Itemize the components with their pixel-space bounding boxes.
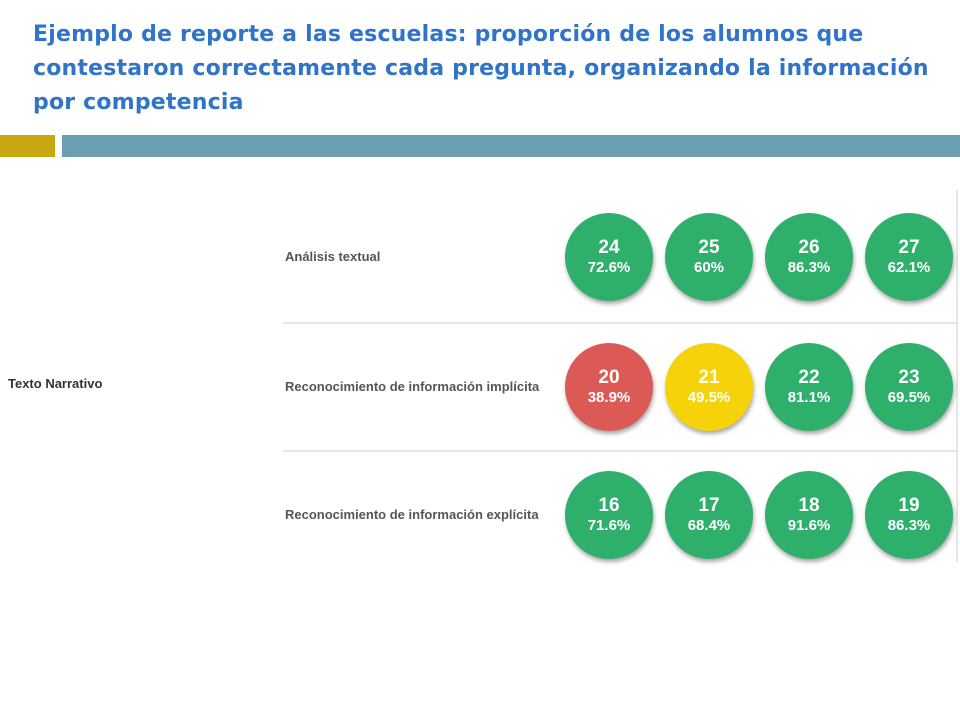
competency-row: Reconocimiento de información explícita …: [283, 450, 956, 578]
accent-bar-blue: [62, 135, 960, 157]
slide-title: Ejemplo de reporte a las escuelas: propo…: [33, 22, 929, 115]
question-result: 18 91.6%: [765, 471, 853, 559]
question-percent: 60%: [693, 259, 725, 276]
competency-row: Reconocimiento de información implícita …: [283, 322, 956, 450]
question-result: 21 49.5%: [665, 343, 753, 431]
question-number: 18: [798, 495, 820, 516]
question-number: 26: [798, 237, 820, 258]
question-number: 19: [898, 495, 920, 516]
question-number: 16: [598, 495, 620, 516]
question-result: 22 81.1%: [765, 343, 853, 431]
question-percent: 86.3%: [887, 517, 931, 534]
question-percent: 72.6%: [587, 259, 631, 276]
question-percent: 38.9%: [587, 389, 631, 406]
question-number: 20: [598, 367, 620, 388]
question-result: 27 62.1%: [865, 213, 953, 301]
question-number: 27: [898, 237, 920, 258]
question-number: 24: [598, 237, 620, 258]
question-number: 25: [698, 237, 720, 258]
question-percent: 81.1%: [787, 389, 831, 406]
accent-bar-gold: [0, 135, 55, 157]
question-percent: 71.6%: [587, 517, 631, 534]
question-result: 16 71.6%: [565, 471, 653, 559]
category-label: Texto Narrativo: [8, 376, 103, 391]
question-percent: 91.6%: [787, 517, 831, 534]
report-divider: [956, 190, 958, 562]
question-percent: 86.3%: [787, 259, 831, 276]
competency-row: Análisis textual 24 72.6% 25 60% 26 86.3…: [283, 194, 956, 320]
question-result: 23 69.5%: [865, 343, 953, 431]
question-result: 26 86.3%: [765, 213, 853, 301]
question-percent: 49.5%: [687, 389, 731, 406]
question-number: 21: [698, 367, 720, 388]
competency-report: Texto Narrativo Análisis textual 24 72.6…: [0, 190, 960, 562]
competency-label: Reconocimiento de información implícita: [285, 379, 540, 394]
question-result: 20 38.9%: [565, 343, 653, 431]
question-result: 25 60%: [665, 213, 753, 301]
question-result: 19 86.3%: [865, 471, 953, 559]
question-number: 22: [798, 367, 820, 388]
question-percent: 68.4%: [687, 517, 731, 534]
question-percent: 62.1%: [887, 259, 931, 276]
question-number: 17: [698, 495, 720, 516]
question-number: 23: [898, 367, 920, 388]
question-result: 17 68.4%: [665, 471, 753, 559]
competency-label: Análisis textual: [285, 249, 381, 264]
competency-label: Reconocimiento de información explícita: [285, 507, 539, 522]
question-result: 24 72.6%: [565, 213, 653, 301]
question-percent: 69.5%: [887, 389, 931, 406]
